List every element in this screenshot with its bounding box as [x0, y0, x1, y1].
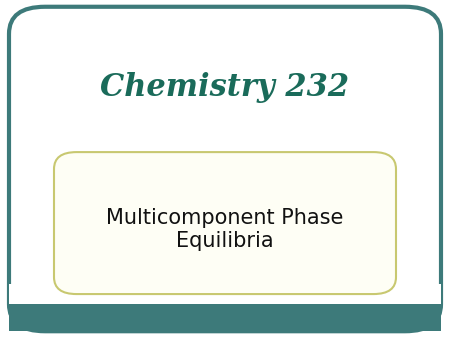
FancyBboxPatch shape	[9, 7, 441, 331]
Bar	[9, 284, 441, 304]
FancyBboxPatch shape	[54, 152, 396, 294]
Bar	[9, 284, 441, 331]
Text: Chemistry 232: Chemistry 232	[100, 72, 350, 103]
Text: Multicomponent Phase
Equilibria: Multicomponent Phase Equilibria	[106, 208, 344, 251]
